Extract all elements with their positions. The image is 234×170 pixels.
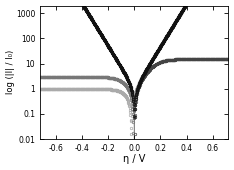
X-axis label: η / V: η / V [123,154,146,164]
Y-axis label: log (|I| / I₀): log (|I| / I₀) [6,50,15,95]
